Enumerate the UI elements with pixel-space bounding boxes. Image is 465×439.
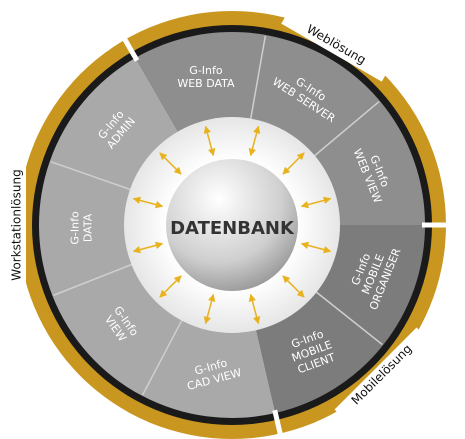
diagram: G-InfoWEB DATAG-InfoWEB SERVERG-InfoWEB …: [0, 0, 465, 439]
group-label: Workstationlösung: [10, 169, 24, 280]
center-label: DATENBANK: [170, 218, 295, 239]
segment-text: DATA: [82, 213, 95, 242]
page: {"center": {"label": "DATENBANK"}, "grou…: [0, 0, 465, 439]
segment-text: G-Info: [189, 64, 223, 77]
group-label-wrap: Workstationlösung: [8, 167, 26, 283]
segment-text: G-Info: [69, 211, 82, 245]
segment-text: WEB DATA: [177, 77, 235, 90]
